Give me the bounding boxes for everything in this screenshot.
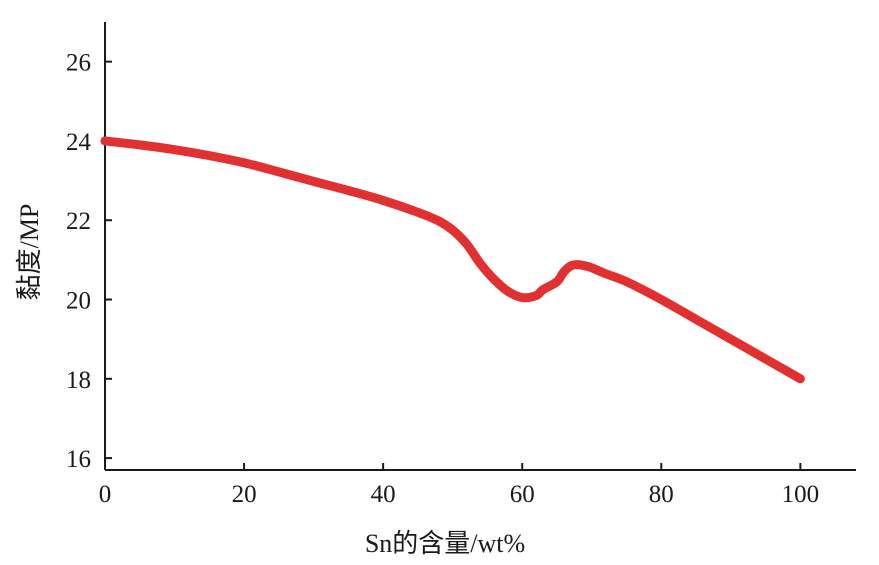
y-tick-label: 20 <box>66 288 91 315</box>
x-axis-label: Sn的含量/wt% <box>365 529 525 558</box>
x-tick-label: 60 <box>510 481 535 508</box>
axes <box>104 22 856 471</box>
y-tick-label: 22 <box>66 208 91 235</box>
x-ticks: 0 20 40 60 80 100 <box>99 463 819 508</box>
y-tick-label: 16 <box>66 446 91 473</box>
x-tick-label: 0 <box>99 481 112 508</box>
y-tick-label: 26 <box>66 50 91 77</box>
series-line <box>100 136 805 384</box>
x-tick-label: 40 <box>371 481 396 508</box>
y-tick-label: 24 <box>66 129 92 156</box>
x-tick-label: 80 <box>649 481 674 508</box>
y-axis-label: 黏度/MP <box>15 204 44 301</box>
series-group <box>100 136 805 384</box>
x-tick-label: 100 <box>782 481 820 508</box>
y-ticks: 16 18 20 22 24 26 <box>66 50 112 473</box>
x-tick-label: 20 <box>232 481 257 508</box>
y-tick-label: 18 <box>66 367 91 394</box>
